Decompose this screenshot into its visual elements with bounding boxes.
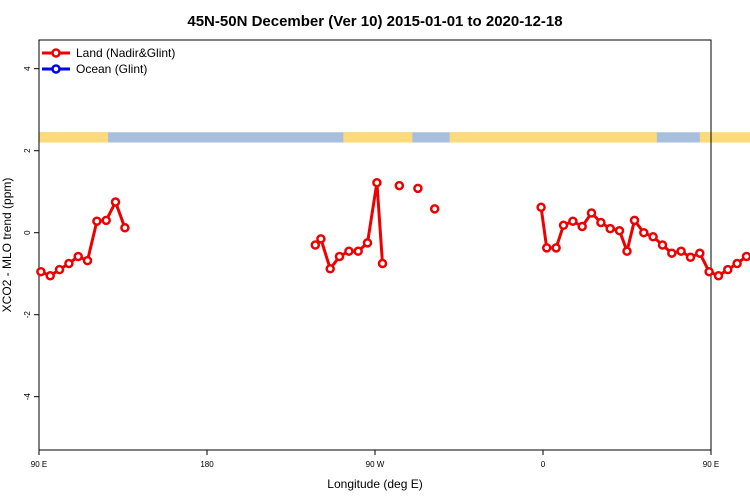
data-point (120, 223, 130, 233)
data-point (54, 264, 65, 275)
data-point (629, 215, 640, 226)
x-axis-label: Longitude (deg E) (327, 477, 422, 491)
data-point (732, 258, 742, 269)
data-point (377, 258, 388, 269)
data-point (310, 240, 321, 250)
y-tick-label: -4 (23, 393, 32, 401)
y-axis-label: XCO2 - MLO trend (ppm) (0, 178, 14, 313)
data-point (45, 271, 55, 281)
x-tick-label: 90 E (703, 460, 719, 469)
land-ocean-mask-band (39, 132, 750, 143)
data-point (568, 216, 578, 226)
x-tick-label: 90 W (366, 460, 385, 469)
data-point (586, 208, 597, 218)
data-point (101, 215, 111, 226)
mask-land (39, 132, 109, 143)
data-point (685, 252, 696, 263)
x-tick-label: 0 (541, 460, 546, 469)
data-point (676, 246, 686, 256)
legend-ocean-marker (51, 64, 61, 74)
data-point (372, 177, 382, 188)
data-point (541, 243, 552, 253)
data-point (695, 248, 705, 258)
data-point (614, 225, 625, 236)
x-tick-label: 180 (200, 460, 214, 469)
data-point (741, 251, 750, 262)
legend: Land (Nadir&Glint) Ocean (Glint) (42, 46, 175, 76)
data-point (657, 240, 668, 250)
mask-land (449, 132, 657, 143)
data-point (558, 220, 569, 231)
y-tick-label: -2 (23, 311, 32, 319)
mask-land (699, 132, 750, 143)
series-layer (36, 177, 750, 281)
data-point (648, 232, 658, 242)
legend-ocean-label: Ocean (Glint) (76, 62, 147, 76)
data-point (394, 180, 405, 191)
chart-title: 45N-50N December (Ver 10) 2015-01-01 to … (187, 13, 562, 30)
data-point (723, 264, 733, 275)
data-point (353, 246, 363, 256)
data-point (704, 266, 714, 277)
data-point (73, 251, 83, 262)
data-point (344, 246, 354, 256)
x-tick-label: 90 E (31, 460, 47, 469)
data-point (110, 197, 121, 207)
y-axis: 4 2 0 -2 -4 (23, 66, 39, 400)
data-point (577, 221, 587, 232)
x-axis: 90 E 180 90 W 0 90 E (31, 450, 719, 469)
data-point (316, 234, 326, 244)
y-tick-label: 4 (23, 66, 32, 71)
legend-land-marker (51, 48, 61, 58)
data-point (713, 271, 724, 281)
data-point (639, 227, 649, 238)
data-point (551, 243, 561, 253)
data-point (325, 264, 335, 274)
series-line (40, 200, 127, 278)
data-point (429, 204, 440, 214)
data-point (334, 251, 345, 262)
data-point (64, 258, 74, 269)
data-point (413, 183, 423, 194)
data-point (92, 216, 102, 226)
data-point (667, 248, 677, 258)
y-tick-label: 0 (23, 230, 32, 235)
legend-land-label: Land (Nadir&Glint) (76, 46, 175, 60)
data-point (82, 255, 93, 266)
data-point (362, 238, 373, 248)
data-point (605, 223, 615, 234)
data-point (536, 202, 546, 213)
data-point (36, 266, 46, 277)
data-point (596, 217, 606, 228)
data-point (622, 246, 632, 256)
mask-land (343, 132, 413, 143)
y-tick-label: 2 (23, 148, 32, 153)
